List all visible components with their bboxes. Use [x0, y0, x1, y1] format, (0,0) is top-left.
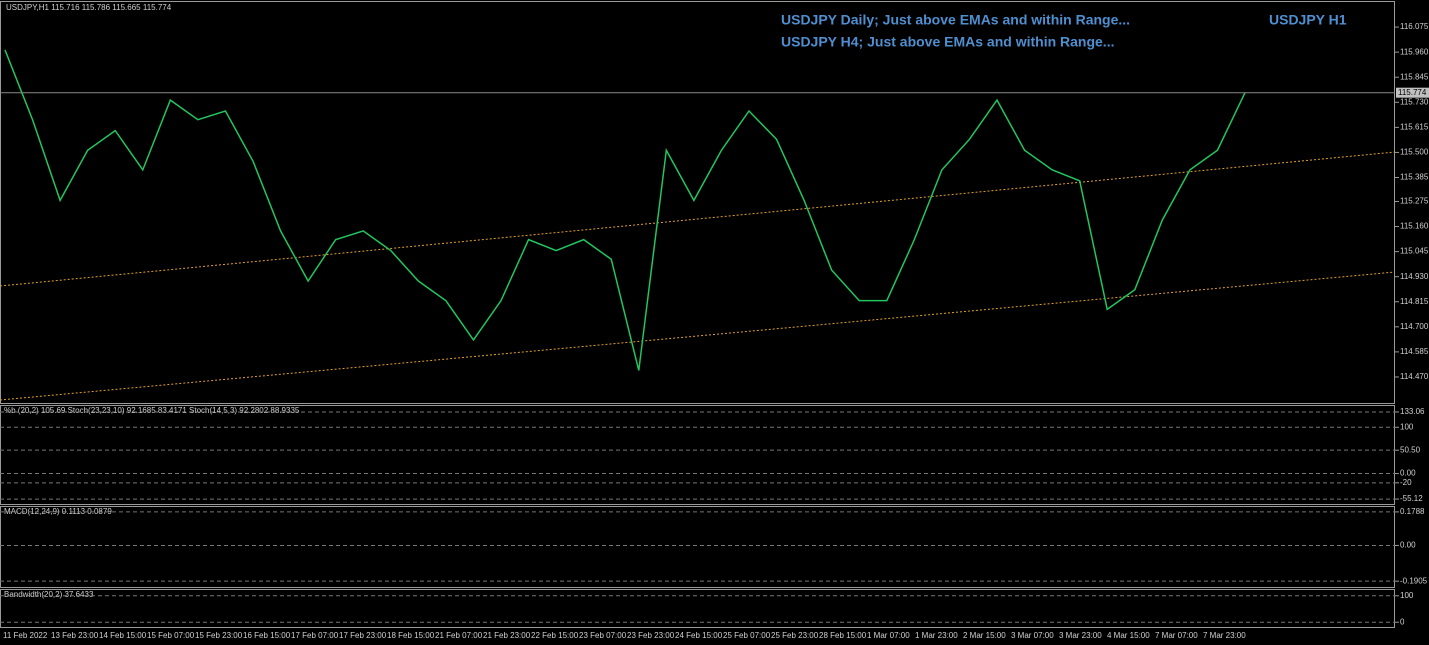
time-label: 17 Feb 07:00 [291, 631, 339, 640]
price-line [4, 49, 1246, 371]
time-label: 22 Feb 15:00 [531, 631, 579, 640]
time-label: 18 Feb 15:00 [387, 631, 435, 640]
tick-label: 114.700 [1400, 322, 1429, 331]
time-label: 23 Feb 07:00 [579, 631, 627, 640]
tick-label: -20 [1400, 478, 1412, 487]
time-label: 1 Mar 23:00 [915, 631, 958, 640]
time-label: 14 Feb 15:00 [99, 631, 147, 640]
time-label: 15 Feb 23:00 [195, 631, 243, 640]
tick-label: 0 [1400, 617, 1405, 626]
tick-label: 115.160 [1400, 222, 1429, 231]
time-label: 2 Mar 15:00 [963, 631, 1006, 640]
time-label: 21 Feb 07:00 [435, 631, 483, 640]
tick-label: 115.615 [1400, 122, 1429, 131]
tick-label: 115.045 [1400, 247, 1429, 256]
main-panel [0, 1, 1395, 404]
bandwidth-panel [0, 589, 1395, 628]
annotation: USDJPY Daily; Just above EMAs and within… [781, 12, 1130, 28]
tick-label: 115.275 [1400, 197, 1429, 206]
tick-label: 116.075 [1400, 22, 1429, 31]
time-label: 11 Feb 2022 [3, 631, 48, 640]
tick-label: 115.385 [1400, 173, 1429, 182]
tick-label: 0.00 [1400, 541, 1416, 550]
time-label: 15 Feb 07:00 [147, 631, 195, 640]
time-label: 21 Feb 23:00 [483, 631, 531, 640]
time-label: 16 Feb 15:00 [243, 631, 291, 640]
time-label: 24 Feb 15:00 [675, 631, 723, 640]
tick-label: 0.1788 [1400, 507, 1425, 516]
time-label: 1 Mar 07:00 [867, 631, 910, 640]
tick-label: 115.500 [1400, 148, 1429, 157]
tick-label: -0.1905 [1400, 576, 1428, 585]
tick-label: 114.930 [1400, 272, 1429, 281]
annotation: USDJPY H4; Just above EMAs and within Ra… [781, 34, 1114, 50]
tick-label: 0.00 [1400, 469, 1416, 478]
time-label: 4 Mar 15:00 [1107, 631, 1150, 640]
time-label: 3 Mar 07:00 [1011, 631, 1054, 640]
tick-label: 133.06 [1400, 407, 1425, 416]
time-label: 25 Feb 23:00 [771, 631, 819, 640]
channel-line [0, 271, 1396, 401]
panel-label: Bandwidth(20,2) 37.6433 [4, 590, 94, 599]
tick-label: 100 [1400, 591, 1414, 600]
tick-label: -55.12 [1400, 494, 1423, 503]
time-label: 3 Mar 23:00 [1059, 631, 1102, 640]
time-label: 7 Mar 23:00 [1203, 631, 1246, 640]
macd-panel [0, 506, 1395, 588]
time-label: 17 Feb 23:00 [339, 631, 387, 640]
tick-label: 50.50 [1400, 445, 1421, 454]
tick-label: 115.845 [1400, 72, 1429, 81]
tick-label: 115.960 [1400, 47, 1429, 56]
tick-label: 114.585 [1400, 347, 1429, 356]
panel-label: %b (20,2) 105.69 Stoch(23,23,10) 92.1685… [4, 406, 300, 415]
timeframe-label: USDJPY H1 [1269, 12, 1347, 28]
oscillator-panel [0, 405, 1395, 505]
current-price-label: 115.774 [1398, 88, 1427, 97]
time-label: 23 Feb 23:00 [627, 631, 675, 640]
channel-line [0, 151, 1396, 287]
current-price-box [1396, 87, 1429, 98]
time-label: 13 Feb 23:00 [51, 631, 99, 640]
time-label: 28 Feb 15:00 [819, 631, 867, 640]
symbol-info: USDJPY,H1 115.716 115.786 115.665 115.77… [6, 3, 172, 12]
time-label: 7 Mar 07:00 [1155, 631, 1198, 640]
tick-label: 114.470 [1400, 372, 1429, 381]
tick-label: 114.815 [1400, 297, 1429, 306]
time-label: 25 Feb 07:00 [723, 631, 771, 640]
tick-label: 115.730 [1400, 97, 1429, 106]
tick-label: 100 [1400, 422, 1414, 431]
